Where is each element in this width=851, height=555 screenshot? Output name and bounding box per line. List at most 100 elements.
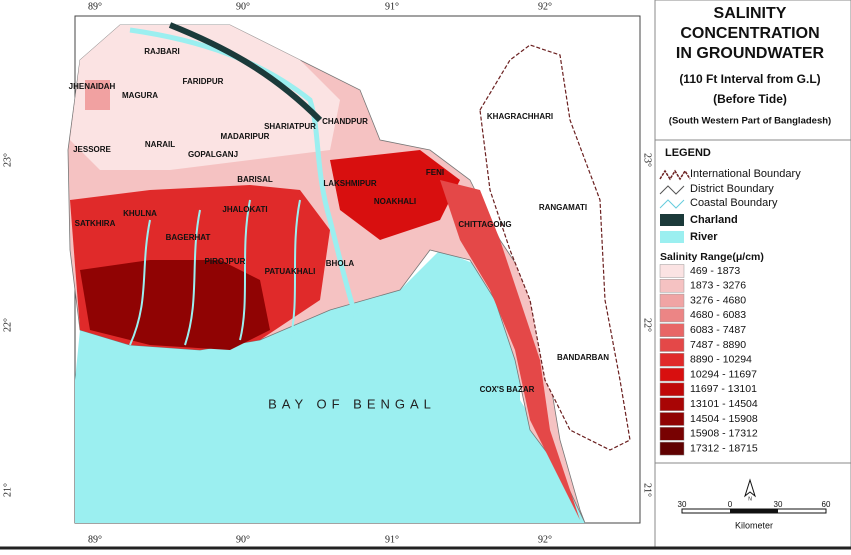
legend-symbol	[660, 214, 684, 226]
district-label: GOPALGANJ	[188, 150, 238, 159]
latitude-label: 22°	[2, 318, 13, 332]
range-swatch	[659, 323, 685, 337]
charland	[168, 22, 323, 123]
longitude-label: 91°	[385, 534, 399, 545]
legend-item: Charland	[690, 214, 738, 226]
district-label: PATUAKHALI	[265, 267, 316, 276]
legend-symbol	[659, 199, 685, 209]
range-label: 13101 - 14504	[690, 398, 758, 410]
district-label: JHENAIDAH	[69, 82, 116, 91]
range-swatch	[659, 293, 685, 308]
district-label: KHAGRACHHARI	[487, 112, 553, 121]
district-label: BARISAL	[237, 175, 273, 184]
range-swatch	[659, 264, 685, 278]
title: SALINITY	[714, 5, 787, 22]
longitude-label: 89°	[88, 534, 102, 545]
longitude-label: 91°	[385, 1, 399, 12]
range-label: 10294 - 11697	[690, 368, 757, 380]
district-label: LAKSHMIPUR	[323, 179, 377, 188]
subtitle: (110 Ft Interval from G.L)	[679, 72, 820, 86]
district-label: NOAKHALI	[374, 197, 416, 206]
district-label: BANDARBAN	[557, 353, 609, 362]
land-very-high	[80, 260, 270, 350]
range-label: 8890 - 10294	[690, 354, 752, 366]
range-swatch	[659, 308, 685, 323]
legend-item: Coastal Boundary	[690, 197, 778, 209]
latitude-label: 21°	[2, 483, 13, 497]
legend-item: District Boundary	[690, 183, 774, 195]
land-east	[330, 150, 460, 240]
range-swatch	[659, 338, 685, 352]
north-label: N	[748, 496, 752, 502]
latitude-label: 21°	[642, 483, 653, 497]
district-label: COX'S BAZAR	[480, 385, 535, 394]
district-label: CHITTAGONG	[458, 220, 511, 229]
legend-item: River	[690, 231, 718, 243]
range-label: 11697 - 13101	[690, 383, 757, 395]
subtitle: (Before Tide)	[713, 92, 787, 106]
north-arrow	[744, 478, 756, 498]
range-label: 469 - 1873	[690, 265, 740, 277]
district-label: FENI	[426, 168, 444, 177]
latitude-label: 23°	[2, 153, 13, 167]
range-label: 1873 - 3276	[690, 280, 746, 292]
range-label: 4680 - 6083	[690, 309, 746, 321]
longitude-label: 92°	[538, 534, 552, 545]
range-swatch	[659, 441, 685, 456]
district-label: JHALOKATI	[222, 205, 267, 214]
river	[129, 199, 301, 346]
range-label: 3276 - 4680	[690, 294, 746, 306]
land-spot	[85, 80, 110, 110]
sea	[75, 250, 585, 523]
district-label: CHANDPUR	[322, 117, 368, 126]
title: IN GROUNDWATER	[676, 45, 825, 62]
range-swatch	[659, 397, 685, 411]
latitude-label: 22°	[642, 318, 653, 332]
range-label: 7487 - 8890	[690, 339, 746, 351]
district-label: RAJBARI	[144, 47, 180, 56]
legend-symbol	[659, 169, 691, 181]
range-label: 6083 - 7487	[690, 324, 746, 336]
scale-unit: Kilometer	[735, 520, 773, 530]
range-swatch	[659, 382, 685, 397]
district-label: NARAIL	[145, 140, 175, 149]
range-swatch	[659, 412, 685, 426]
legend-title: LEGEND	[665, 147, 711, 159]
land-low	[70, 25, 340, 170]
longitude-label: 89°	[88, 1, 102, 12]
scale-tick: 30	[774, 500, 783, 509]
district-label: RANGAMATI	[539, 203, 587, 212]
district-label: KHULNA	[123, 209, 157, 218]
district-label: SHARIATPUR	[264, 122, 316, 131]
range-swatch	[659, 353, 685, 367]
range-swatch	[659, 427, 685, 441]
legend-symbol	[660, 231, 684, 243]
scale-tick: 0	[728, 500, 733, 509]
district-label: JESSORE	[73, 145, 111, 154]
land-coast	[440, 180, 580, 520]
district-label: BHOLA	[326, 259, 355, 268]
river	[129, 27, 363, 331]
sea-label: BAY OF BENGAL	[268, 396, 436, 411]
range-label: 17312 - 18715	[690, 442, 758, 454]
range-swatch	[659, 367, 685, 382]
district-label: MAGURA	[122, 91, 158, 100]
salinity-title: Salinity Range(μ/cm)	[660, 251, 764, 263]
scale-tick: 60	[822, 500, 831, 509]
district-label: MADARIPUR	[221, 132, 270, 141]
district-label: SATKHIRA	[75, 219, 116, 228]
legend-symbol	[659, 185, 685, 195]
longitude-label: 92°	[538, 1, 552, 12]
range-label: 15908 - 17312	[690, 428, 758, 440]
scale-bar	[730, 509, 778, 513]
latitude-label: 23°	[642, 153, 653, 167]
scale-tick: 30	[678, 500, 687, 509]
district-label: FARIDPUR	[183, 77, 224, 86]
range-label: 14504 - 15908	[690, 413, 758, 425]
title: CONCENTRATION	[680, 25, 819, 42]
subtitle: (South Western Part of Bangladesh)	[669, 116, 831, 127]
range-swatch	[659, 279, 685, 293]
hill-tracts	[479, 44, 631, 451]
district-label: BAGERHAT	[166, 233, 211, 242]
